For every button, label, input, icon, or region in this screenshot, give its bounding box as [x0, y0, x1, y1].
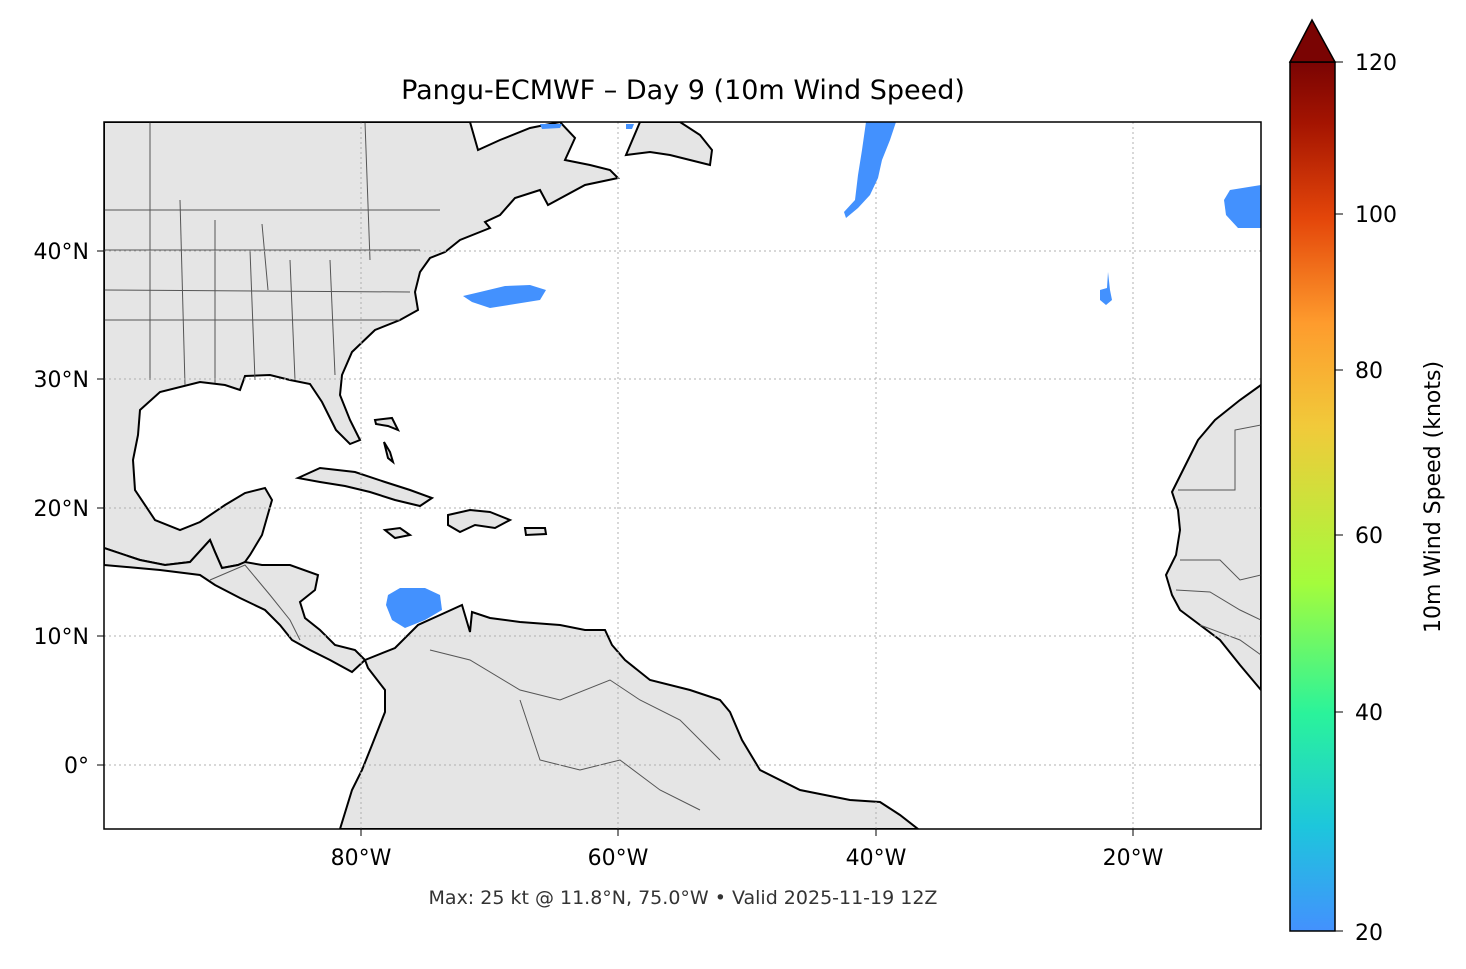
y-tick-label-10n: 10°N: [34, 625, 89, 650]
map-title: Pangu-ECMWF – Day 9 (10m Wind Speed): [401, 75, 965, 106]
x-tick-label-20w: 20°W: [1103, 846, 1164, 871]
colorbar-tick-60: 60: [1355, 524, 1383, 549]
land-bahamas: [373, 416, 401, 465]
colorbar-ticks: [1335, 61, 1343, 932]
land-hispaniola: [447, 508, 513, 534]
x-tick-label-60w: 60°W: [588, 846, 649, 871]
land-jamaica: [382, 526, 413, 540]
wind-area-east-coast: [463, 285, 546, 308]
wind-area-northeast-atlantic: [1224, 185, 1261, 228]
colorbar-tick-100: 100: [1355, 203, 1397, 228]
x-tick-label-80w: 80°W: [331, 846, 392, 871]
colorbar-tick-20: 20: [1355, 921, 1383, 946]
wind-area-azores: [1100, 272, 1112, 305]
land-africa: [1164, 383, 1261, 692]
land-puerto-rico: [523, 527, 548, 537]
colorbar: 20 40 60 80 100 120 10m Wind Speed (knot…: [1288, 18, 1446, 946]
y-tick-label-20n: 20°N: [34, 497, 89, 522]
y-tick-label-30n: 30°N: [34, 368, 89, 393]
y-tick-label-40n: 40°N: [34, 240, 89, 265]
map-content: [104, 122, 1261, 829]
colorbar-label: 10m Wind Speed (knots): [1421, 361, 1446, 633]
colorbar-tick-80: 80: [1355, 359, 1383, 384]
map-panel: [103, 121, 1262, 830]
x-tick-label-40w: 40°W: [846, 846, 907, 871]
wind-area-central-atlantic: [844, 122, 896, 218]
colorbar-tick-120: 120: [1355, 51, 1397, 76]
map-frame: [103, 121, 1262, 830]
wind-area-caribbean: [386, 588, 442, 628]
land-cuba: [294, 466, 435, 508]
land-south-america: [338, 603, 920, 829]
max-wind-annotation: Max: 25 kt @ 11.8°N, 75.0°W • Valid 2025…: [429, 887, 938, 909]
x-axis-ticks: 80°W 60°W 40°W 20°W: [331, 829, 1164, 871]
colorbar-extend-arrow: [1288, 18, 1337, 63]
wind-speed-areas: [386, 122, 1261, 628]
land-newfoundland: [624, 122, 714, 167]
colorbar-tick-40: 40: [1355, 701, 1383, 726]
y-tick-label-0: 0°: [64, 754, 89, 779]
land-north-america: [104, 122, 621, 570]
y-axis-ticks: 0° 10°N 20°N 30°N 40°N: [34, 240, 104, 779]
wind-area-gulf-st-lawrence: [540, 124, 634, 129]
colorbar-gradient: [1289, 61, 1336, 932]
